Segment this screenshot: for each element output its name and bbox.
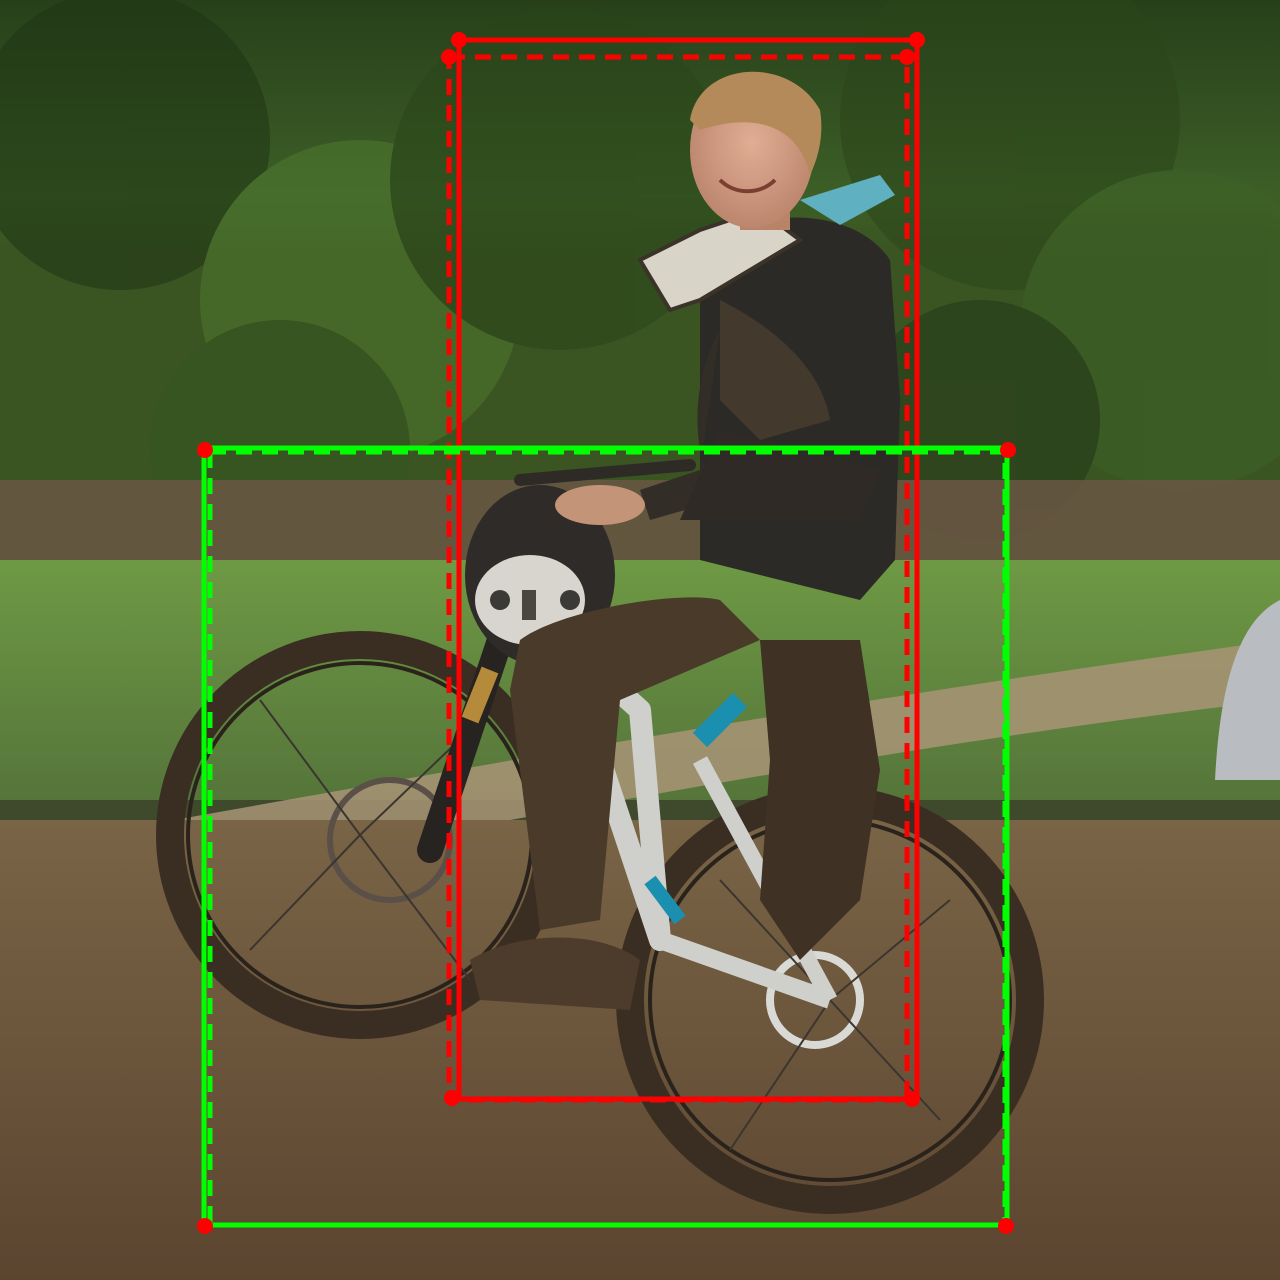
grey-bag xyxy=(1215,600,1280,780)
dirt-bank xyxy=(0,480,1280,570)
